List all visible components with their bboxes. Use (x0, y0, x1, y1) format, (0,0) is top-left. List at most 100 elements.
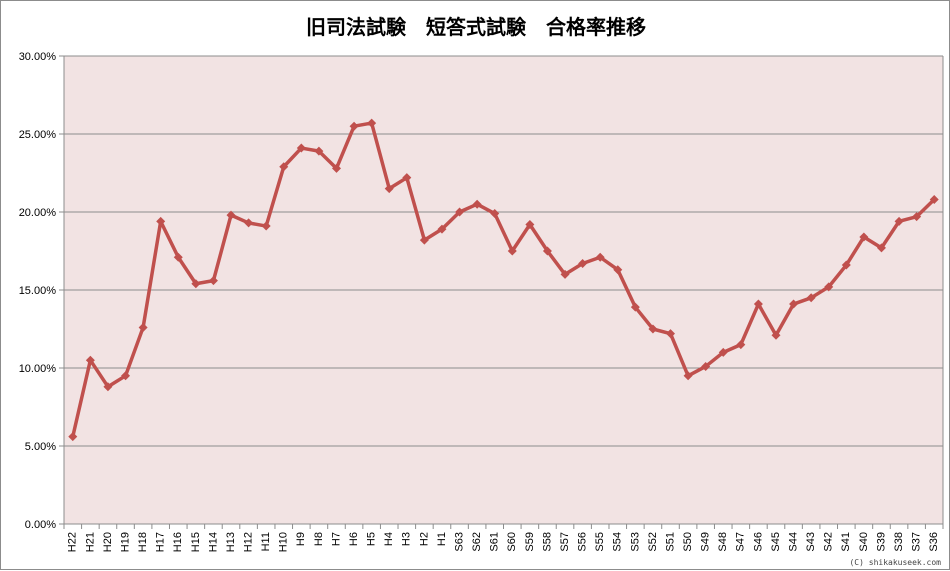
x-tick-label: S49 (700, 532, 712, 552)
data-point-marker (68, 432, 78, 442)
x-tick-label: H4 (383, 532, 395, 546)
x-tick-label: S56 (577, 532, 589, 552)
data-point-marker (613, 265, 623, 275)
y-tick-label: 15.00% (19, 285, 57, 297)
data-point-marker (824, 282, 834, 292)
data-point-marker (314, 146, 324, 156)
x-tick-label: H10 (278, 532, 290, 552)
x-axis-ticks: H22 H21 H20 H19 H18 H17 H16 H15 H14 H13 H12 H11 H10 H… (63, 524, 944, 552)
credit-text: (C) shikakuseek.com (849, 558, 941, 567)
data-point-marker (753, 299, 763, 309)
x-tick-label: S60 (506, 532, 518, 552)
chart-title: 旧司法試験 短答式試験 合格率推移 (306, 15, 646, 39)
x-tick-label: S55 (594, 532, 606, 552)
data-point-marker (472, 199, 482, 209)
data-point-marker (701, 361, 711, 371)
x-tick-label: S38 (893, 532, 905, 552)
x-tick-label: H8 (313, 532, 325, 546)
data-point-marker (208, 276, 218, 286)
x-tick-label: S43 (805, 532, 817, 552)
x-tick-label: S40 (858, 532, 870, 552)
x-tick-label: H7 (330, 532, 342, 546)
data-point-marker (929, 195, 939, 205)
x-tick-label: S36 (928, 532, 940, 552)
series-markers (68, 118, 939, 442)
y-tick-label: 10.00% (19, 363, 57, 375)
x-tick-label: S42 (823, 532, 835, 552)
data-point-marker (85, 355, 95, 365)
data-point-marker (525, 219, 535, 229)
data-point-marker (244, 218, 254, 228)
data-point-marker (894, 216, 904, 226)
y-tick-label: 20.00% (19, 207, 57, 219)
x-tick-label: S53 (629, 532, 641, 552)
data-point-marker (226, 210, 236, 220)
x-tick-label: H22 (67, 532, 79, 552)
x-tick-label: H1 (436, 532, 448, 546)
data-point-marker (560, 269, 570, 279)
x-tick-label: S54 (612, 532, 624, 552)
x-tick-label: S46 (752, 532, 764, 552)
data-point-marker (103, 382, 113, 392)
x-tick-label: H17 (155, 532, 167, 552)
data-point-marker (261, 221, 271, 231)
x-tick-label: H18 (137, 532, 149, 552)
data-point-marker (876, 243, 886, 253)
y-tick-label: 0.00% (25, 519, 56, 531)
data-point-marker (841, 260, 851, 270)
data-point-marker (507, 246, 517, 256)
x-tick-label: S51 (664, 532, 676, 552)
data-point-marker (789, 299, 799, 309)
data-point-marker (648, 324, 658, 334)
data-point-marker (630, 302, 640, 312)
data-point-marker (331, 163, 341, 173)
y-tick-label: 5.00% (25, 441, 56, 453)
data-point-marker (666, 329, 676, 339)
data-point-marker (595, 252, 605, 262)
data-point-marker (455, 207, 465, 217)
y-tick-label: 25.00% (19, 129, 57, 141)
x-tick-label: S61 (489, 532, 501, 552)
x-tick-label: H2 (418, 532, 430, 546)
data-point-marker (542, 246, 552, 256)
x-tick-label: S58 (541, 532, 553, 552)
x-tick-label: H21 (84, 532, 96, 552)
data-point-marker (490, 209, 500, 219)
x-tick-label: S41 (840, 532, 852, 552)
x-tick-label: H13 (225, 532, 237, 552)
x-tick-label: H20 (102, 532, 114, 552)
data-point-marker (806, 293, 816, 303)
data-point-marker (859, 232, 869, 242)
data-point-marker (402, 173, 412, 183)
x-tick-label: S52 (647, 532, 659, 552)
y-tick-label: 30.00% (19, 51, 57, 63)
x-tick-label: S63 (453, 532, 465, 552)
data-point-marker (771, 330, 781, 340)
data-point-marker (191, 279, 201, 289)
x-tick-label: H11 (260, 532, 272, 551)
data-point-marker (156, 216, 166, 226)
x-tick-label: S59 (524, 532, 536, 552)
data-point-marker (736, 340, 746, 350)
y-axis-ticks: 0.00% 5.00% 10.00% 15.00% 20.00% 25.00% 30.00% (19, 51, 57, 531)
x-tick-label: S44 (787, 532, 799, 552)
data-point-marker (138, 322, 148, 332)
x-tick-label: H5 (366, 532, 378, 546)
data-point-marker (384, 184, 394, 194)
gridlines (59, 55, 944, 525)
data-point-marker (912, 212, 922, 222)
series-line (71, 121, 936, 438)
data-point-marker (296, 143, 306, 153)
x-tick-label: S50 (682, 532, 694, 552)
x-tick-label: H6 (348, 532, 360, 546)
x-tick-label: S62 (471, 532, 483, 552)
x-tick-label: H16 (172, 532, 184, 552)
data-point-marker (683, 371, 693, 381)
x-tick-label: S39 (875, 532, 887, 552)
x-tick-label: H3 (401, 532, 413, 546)
x-tick-label: H9 (295, 532, 307, 546)
x-tick-label: S45 (770, 532, 782, 552)
x-tick-label: H14 (207, 532, 219, 552)
